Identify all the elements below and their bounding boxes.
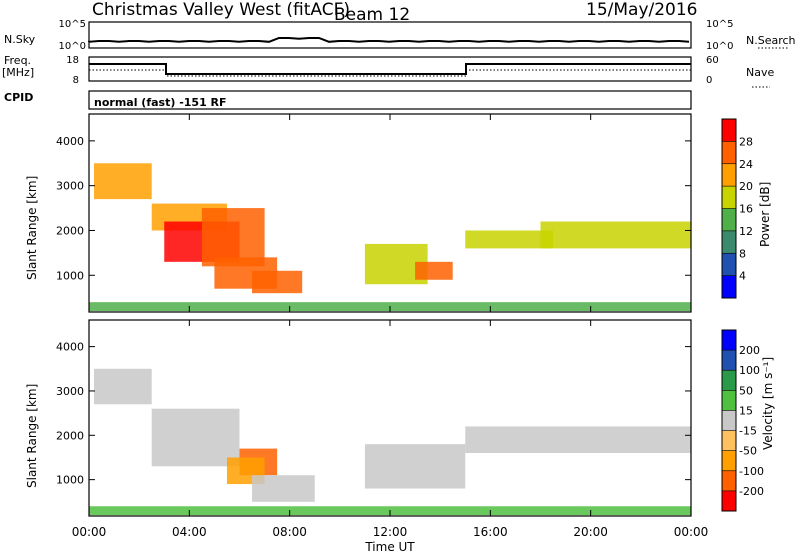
colorbar-tick-label: 8	[739, 247, 746, 260]
x-tick-label: 04:00	[172, 525, 207, 539]
y-tick-label: 4000	[56, 135, 84, 148]
power-echo-region	[201, 208, 265, 267]
velocity-colorbar-label: Velocity [m s⁻¹]	[761, 357, 775, 450]
freq-tick-low: 8	[73, 75, 79, 86]
velocity-echo-region	[151, 408, 240, 467]
frequency-trace	[89, 63, 691, 75]
colorbar-tick-label: 20	[739, 180, 753, 193]
freq-label-2: [MHz]	[2, 66, 34, 79]
colorbar-swatch	[722, 119, 736, 142]
freq-panel-frame	[88, 56, 692, 82]
nave-label: Nave	[746, 66, 774, 79]
x-tick-label: 12:00	[373, 525, 408, 539]
colorbar-swatch	[722, 390, 736, 411]
power-colorbar: 28 24 20 16 12 8 4	[721, 118, 753, 299]
colorbar-swatch	[722, 490, 736, 511]
nsky-trace	[88, 37, 690, 43]
x-tick-label: 00:00	[674, 525, 709, 539]
nsky-label: N.Sky	[4, 33, 36, 46]
colorbar-swatch	[722, 163, 736, 187]
cpid-panel-frame	[88, 90, 692, 110]
colorbar-swatch	[722, 450, 736, 471]
power-heatmap	[89, 163, 691, 312]
colorbar-tick-label: -200	[739, 485, 764, 498]
xlabel: Time UT	[364, 540, 415, 554]
colorbar-frame	[721, 329, 737, 512]
y-tick-label: 3000	[56, 385, 84, 398]
y-tick-label: 2000	[56, 429, 84, 442]
velocity-colorbar: 200 100 50 15 -15 -50 -100 -200	[721, 329, 764, 512]
cpid-label: CPID	[4, 91, 33, 104]
colorbar-swatch	[722, 330, 736, 351]
y-tick-label: 1000	[56, 269, 84, 282]
nave-tick-high: 60	[706, 55, 719, 66]
colorbar-tick-label: 200	[739, 344, 760, 357]
y-tick-label: 3000	[56, 180, 84, 193]
time-x-axis: 00:00 04:00 08:00 12:00 16:00 20:00 00:00	[72, 114, 709, 539]
colorbar-swatch	[722, 141, 736, 164]
colorbar-swatch	[722, 208, 736, 231]
velocity-echo-region	[252, 475, 315, 502]
y-tick-label: 1000	[56, 474, 84, 487]
power-echo-region	[540, 221, 691, 249]
velocity-y-axis: 4000 3000 2000 1000	[56, 341, 691, 487]
nsearch-tick-high: 10^5	[706, 19, 733, 30]
colorbar-swatch	[722, 253, 736, 276]
nsky-tick-low: 10^0	[59, 41, 86, 52]
nave-tick-low: 0	[706, 75, 712, 86]
colorbar-swatch	[722, 370, 736, 391]
freq-label-1: Freq.	[4, 54, 31, 67]
nsearch-tick-low: 10^0	[706, 41, 733, 52]
station-title: Christmas Valley West (fitACF)	[92, 0, 350, 20]
colorbar-tick-label: 12	[739, 225, 753, 238]
power-colorbar-label: Power [dB]	[758, 182, 772, 247]
power-echo-region	[252, 270, 303, 294]
colorbar-tick-label: 28	[739, 135, 753, 148]
nsearch-label: N.Search	[746, 34, 796, 47]
power-echo-region	[465, 230, 554, 249]
velocity-ylabel: Slant Range [km]	[25, 384, 39, 488]
colorbar-swatch	[722, 410, 736, 431]
colorbar-swatch	[722, 470, 736, 491]
power-echo-region	[415, 261, 453, 280]
velocity-echo-region	[94, 368, 152, 405]
power-y-axis: 4000 3000 2000 1000	[56, 135, 691, 282]
y-tick-label: 4000	[56, 341, 84, 354]
x-tick-label: 20:00	[573, 525, 608, 539]
nsky-tick-high: 10^5	[59, 19, 86, 30]
velocity-echo-region	[364, 444, 466, 489]
colorbar-swatch	[722, 430, 736, 451]
date-title: 15/May/2016	[586, 0, 698, 20]
colorbar-tick-label: -15	[739, 425, 757, 438]
colorbar-tick-label: 24	[739, 158, 753, 171]
beam-title: Beam 12	[334, 5, 410, 25]
nave-trace	[89, 69, 691, 77]
colorbar-tick-label: -50	[739, 445, 757, 458]
colorbar-tick-label: 16	[739, 203, 753, 216]
x-tick-label: 00:00	[72, 525, 107, 539]
colorbar-swatch	[722, 230, 736, 254]
colorbar-tick-label: 4	[739, 270, 746, 283]
colorbar-swatch	[722, 186, 736, 209]
nsky-line	[88, 37, 690, 43]
colorbar-tick-label: 15	[739, 404, 753, 417]
y-tick-label: 2000	[56, 224, 84, 237]
colorbar-tick-label: 100	[739, 364, 760, 377]
colorbar-swatch	[722, 275, 736, 298]
x-tick-label: 16:00	[473, 525, 508, 539]
freq-tick-high: 18	[66, 55, 79, 66]
colorbar-tick-label: 50	[739, 384, 753, 397]
colorbar-swatch	[722, 350, 736, 371]
x-tick-label: 08:00	[272, 525, 307, 539]
cpid-text: normal (fast) -151 RF	[94, 96, 227, 109]
velocity-echo-region	[465, 426, 691, 454]
power-ylabel: Slant Range [km]	[25, 176, 39, 280]
nsky-panel-frame	[88, 21, 692, 49]
colorbar-tick-label: -100	[739, 465, 764, 478]
velocity-heatmap	[89, 368, 691, 516]
power-echo-region	[94, 163, 152, 200]
